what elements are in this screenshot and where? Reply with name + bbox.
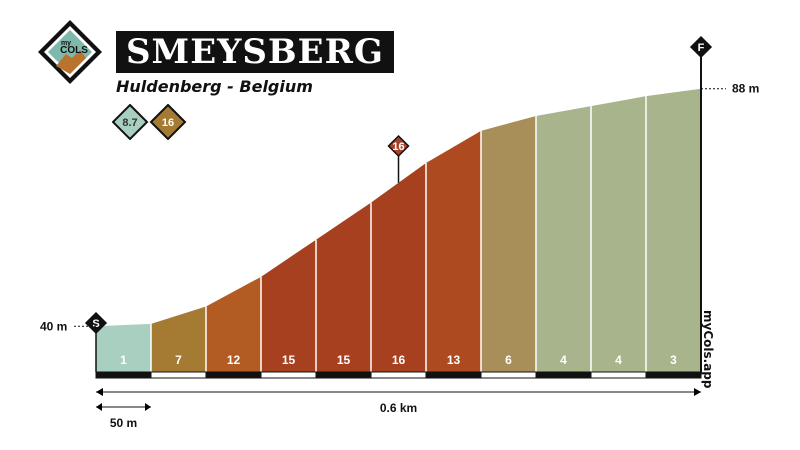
gradient-segment (151, 306, 206, 372)
gradient-label: 15 (337, 353, 351, 367)
max-gradient-badge: 16 (149, 104, 187, 140)
start-elevation-label: 40 m (40, 319, 67, 333)
scale-arrow-right (145, 403, 151, 411)
gradient-segment (96, 323, 151, 372)
gradient-label: 13 (447, 353, 461, 367)
distance-bar-segment (260, 371, 317, 379)
total-distance-arrow-left (96, 388, 103, 396)
gradient-segment (371, 162, 426, 372)
distance-bar-segment (645, 371, 702, 379)
gradient-segment (481, 115, 536, 373)
logo-text: COLS (60, 45, 88, 56)
distance-bar-segment (95, 371, 152, 379)
total-distance-label: 0.6 km (380, 401, 417, 415)
badges: 8.7 16 (112, 104, 187, 140)
climb-location: Huldenberg - Belgium (116, 77, 313, 96)
logo-text-small: my (61, 40, 71, 47)
finish-marker (689, 35, 713, 59)
distance-bar-segment (205, 371, 262, 379)
total-distance-arrow-right (694, 388, 701, 396)
start-marker-label: S (92, 318, 99, 330)
gradient-label: 1 (120, 353, 127, 367)
distance-bar-segment (480, 371, 537, 379)
scale-arrow-left (96, 403, 102, 411)
max-gradient-marker-label: 16 (392, 141, 404, 153)
segment-length-label: 50 m (110, 416, 137, 430)
gradient-label: 4 (560, 353, 567, 367)
gradient-label: 4 (615, 353, 622, 367)
gradient-segment (316, 202, 371, 372)
climb-title: SMEYSBERG (126, 32, 384, 72)
distance-bar-segment (315, 371, 372, 379)
max-gradient-marker (387, 134, 410, 158)
mycols-logo: my COLS (38, 20, 102, 84)
distance-bar-segment (590, 371, 647, 379)
distance-bar-segment (370, 371, 427, 379)
gradient-segment (261, 239, 316, 372)
watermark-text: myCols.app (701, 310, 715, 389)
gradient-segment (426, 130, 481, 372)
end-elevation-label: 88 m (732, 82, 759, 96)
gradient-label: 16 (392, 353, 406, 367)
distance-bar-segment (535, 371, 592, 379)
gradient-label: 6 (505, 353, 512, 367)
gradient-label: 12 (227, 353, 241, 367)
difficulty-badge: 8.7 (112, 104, 149, 140)
gradient-segment (206, 276, 261, 372)
gradient-segment (536, 106, 591, 372)
difficulty-badge-value: 8.7 (122, 117, 137, 129)
distance-bar-segment (425, 371, 482, 379)
start-marker (84, 311, 108, 335)
distance-bar-segment (150, 371, 207, 379)
gradient-label: 7 (175, 353, 182, 367)
gradient-segment (646, 88, 701, 373)
finish-marker-label: F (698, 42, 705, 54)
gradient-label: 15 (282, 353, 296, 367)
climb-title-box: SMEYSBERG (116, 31, 394, 73)
gradient-segment (591, 96, 646, 372)
max-gradient-badge-value: 16 (162, 117, 174, 129)
gradient-label: 3 (670, 353, 677, 367)
